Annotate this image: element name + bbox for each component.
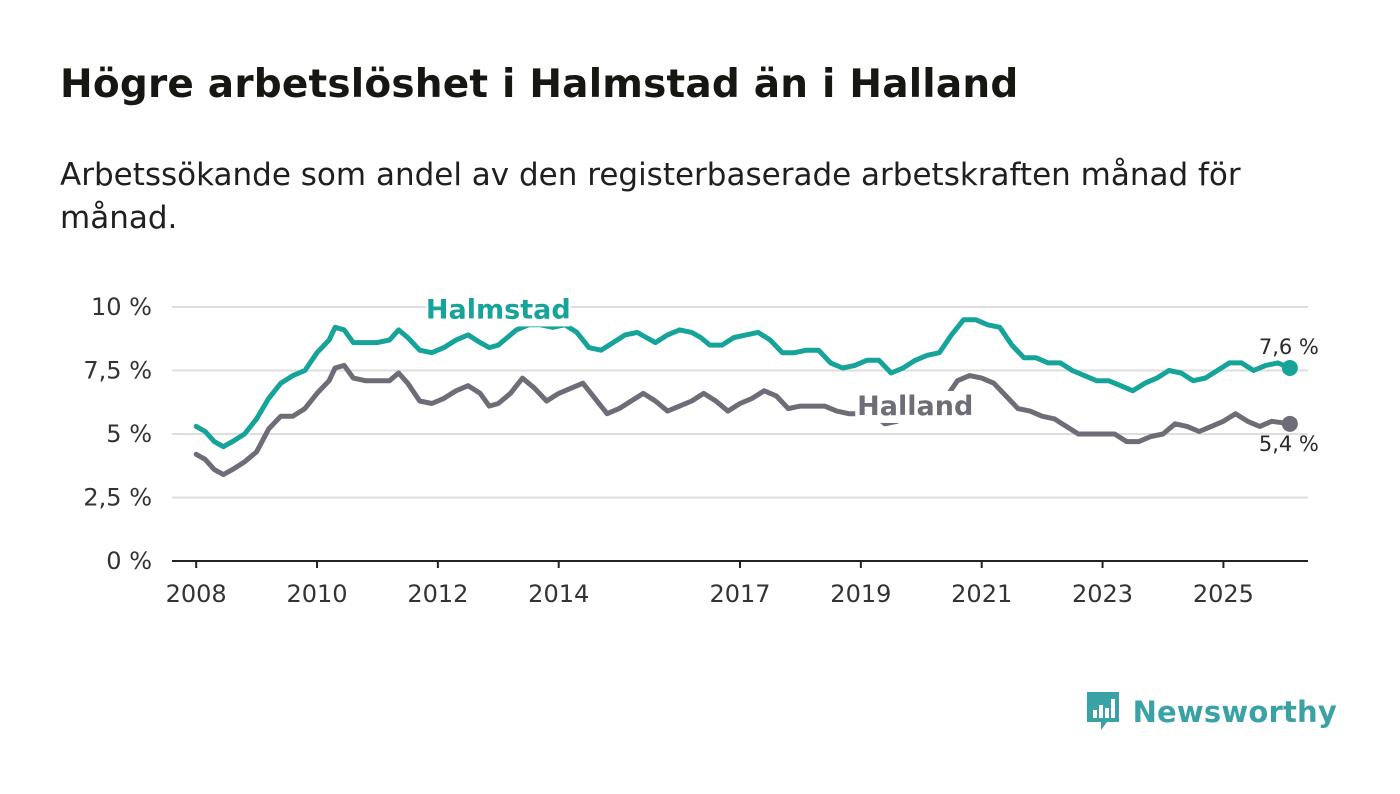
y-tick-label: 7,5 % bbox=[83, 357, 152, 385]
grid-lines bbox=[172, 306, 1308, 562]
x-tick-label: 2023 bbox=[1072, 580, 1133, 608]
series-endpoint-halmstad bbox=[1281, 359, 1298, 376]
y-tick-label: 10 % bbox=[91, 293, 152, 321]
series-labels: Halmstad Halland 7,6 % 5,4 % bbox=[426, 294, 1319, 456]
series-lines bbox=[193, 317, 1298, 478]
series-label-halland: Halland bbox=[857, 391, 973, 422]
y-axis-ticks: 0 % 2,5 % 5 % 7,5 % 10 % bbox=[83, 293, 152, 575]
chart-subtitle: Arbetssökande som andel av den registerb… bbox=[60, 157, 1241, 236]
label-halo bbox=[426, 294, 571, 327]
x-tick-label: 2010 bbox=[286, 580, 347, 608]
series-line-halmstad bbox=[193, 317, 1293, 450]
x-tick-label: 2019 bbox=[830, 580, 891, 608]
end-label-halmstad: 7,6 % bbox=[1259, 335, 1319, 359]
end-label-halland: 5,4 % bbox=[1259, 432, 1319, 456]
series-line-halland bbox=[193, 362, 1293, 478]
brand-logo: Newsworthy bbox=[1085, 690, 1337, 734]
x-axis-ticks: 2008 2010 2012 2014 2017 2019 2021 2023 2025 bbox=[166, 561, 1254, 608]
label-halo bbox=[855, 390, 976, 423]
brand-name: Newsworthy bbox=[1132, 695, 1337, 729]
newsworthy-logo-icon bbox=[1086, 692, 1119, 730]
y-tick-label: 5 % bbox=[106, 420, 152, 448]
y-tick-label: 2,5 % bbox=[83, 484, 152, 512]
x-tick-label: 2008 bbox=[166, 580, 227, 608]
y-tick-label: 0 % bbox=[106, 547, 152, 575]
series-label-halmstad: Halmstad bbox=[426, 294, 571, 325]
x-tick-label: 2012 bbox=[407, 580, 468, 608]
chart-title: Högre arbetslöshet i Halmstad än i Halla… bbox=[60, 62, 1019, 107]
x-tick-label: 2017 bbox=[709, 580, 770, 608]
x-tick-label: 2014 bbox=[528, 580, 589, 608]
x-tick-label: 2025 bbox=[1193, 580, 1254, 608]
x-tick-label: 2021 bbox=[951, 580, 1012, 608]
series-endpoint-halland bbox=[1281, 415, 1298, 432]
